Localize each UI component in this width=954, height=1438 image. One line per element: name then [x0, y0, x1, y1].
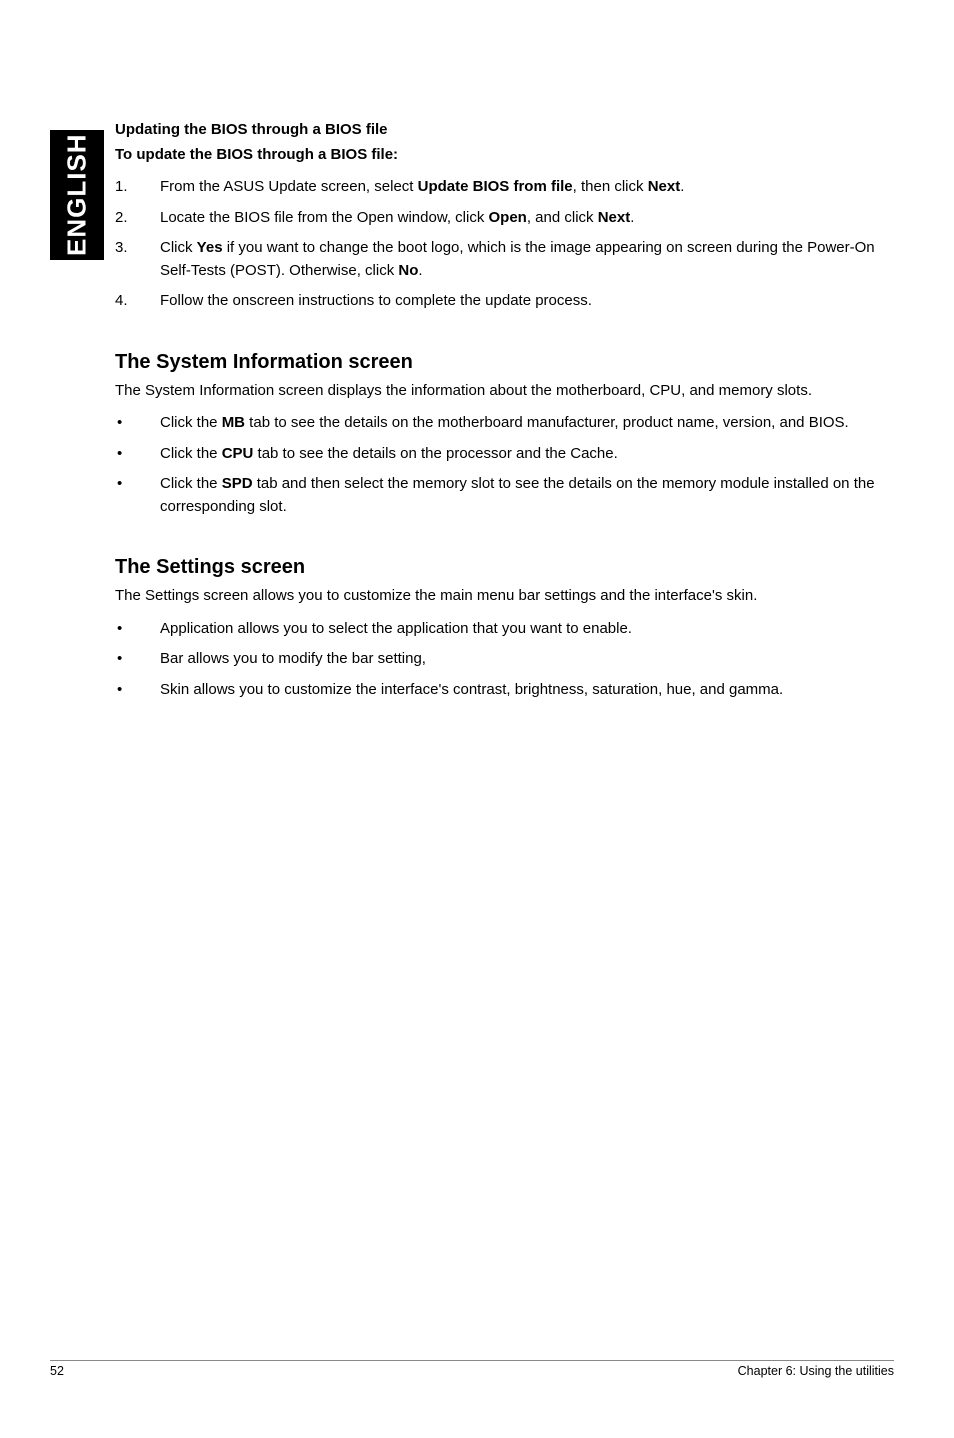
- page-number: 52: [50, 1364, 64, 1378]
- section3-list: • Application allows you to select the a…: [115, 618, 894, 702]
- list-text: Bar allows you to modify the bar setting…: [160, 648, 894, 671]
- list-item: 1. From the ASUS Update screen, select U…: [115, 176, 894, 199]
- list-text: Locate the BIOS file from the Open windo…: [160, 207, 894, 230]
- bullet-icon: •: [115, 412, 160, 435]
- list-text: Follow the onscreen instructions to comp…: [160, 290, 894, 313]
- list-text: Click the SPD tab and then select the me…: [160, 473, 894, 518]
- list-number: 4.: [115, 290, 160, 313]
- page-footer: 52 Chapter 6: Using the utilities: [50, 1360, 894, 1378]
- section1-list: 1. From the ASUS Update screen, select U…: [115, 176, 894, 313]
- list-item: • Click the CPU tab to see the details o…: [115, 443, 894, 466]
- list-item: 2. Locate the BIOS file from the Open wi…: [115, 207, 894, 230]
- list-number: 3.: [115, 237, 160, 282]
- list-number: 2.: [115, 207, 160, 230]
- list-item: • Click the SPD tab and then select the …: [115, 473, 894, 518]
- bullet-icon: •: [115, 618, 160, 641]
- section2-heading: The System Information screen: [115, 351, 894, 374]
- chapter-label: Chapter 6: Using the utilities: [738, 1364, 894, 1378]
- section1-title2: To update the BIOS through a BIOS file:: [115, 144, 894, 167]
- bullet-icon: •: [115, 648, 160, 671]
- section3-heading: The Settings screen: [115, 556, 894, 579]
- list-number: 1.: [115, 176, 160, 199]
- sidebar-language-label: ENGLISH: [62, 134, 93, 257]
- list-item: • Click the MB tab to see the details on…: [115, 412, 894, 435]
- list-item: • Skin allows you to customize the inter…: [115, 679, 894, 702]
- list-text: From the ASUS Update screen, select Upda…: [160, 176, 894, 199]
- bullet-icon: •: [115, 443, 160, 466]
- list-text: Click the CPU tab to see the details on …: [160, 443, 894, 466]
- section1-title1: Updating the BIOS through a BIOS file: [115, 119, 894, 142]
- list-item: • Bar allows you to modify the bar setti…: [115, 648, 894, 671]
- section2-desc: The System Information screen displays t…: [115, 380, 894, 403]
- main-content: Updating the BIOS through a BIOS file To…: [115, 119, 894, 709]
- list-item: 4. Follow the onscreen instructions to c…: [115, 290, 894, 313]
- bullet-icon: •: [115, 473, 160, 518]
- list-item: 3. Click Yes if you want to change the b…: [115, 237, 894, 282]
- section2-list: • Click the MB tab to see the details on…: [115, 412, 894, 518]
- list-text: Click Yes if you want to change the boot…: [160, 237, 894, 282]
- bullet-icon: •: [115, 679, 160, 702]
- list-text: Skin allows you to customize the interfa…: [160, 679, 894, 702]
- list-text: Click the MB tab to see the details on t…: [160, 412, 894, 435]
- list-text: Application allows you to select the app…: [160, 618, 894, 641]
- list-item: • Application allows you to select the a…: [115, 618, 894, 641]
- section3-desc: The Settings screen allows you to custom…: [115, 585, 894, 608]
- sidebar-language-tab: ENGLISH: [50, 130, 104, 260]
